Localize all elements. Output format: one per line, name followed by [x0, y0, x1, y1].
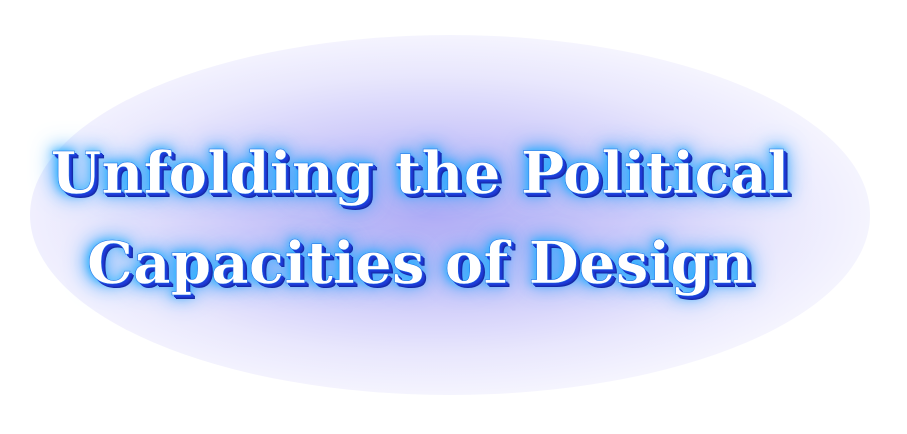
- purple-glow-background: [30, 35, 870, 395]
- title-line-2: Capacities of Design: [86, 229, 754, 298]
- page-title: Unfolding the Political Capacities of De…: [0, 128, 840, 308]
- title-line-1: Unfolding the Political: [50, 139, 790, 208]
